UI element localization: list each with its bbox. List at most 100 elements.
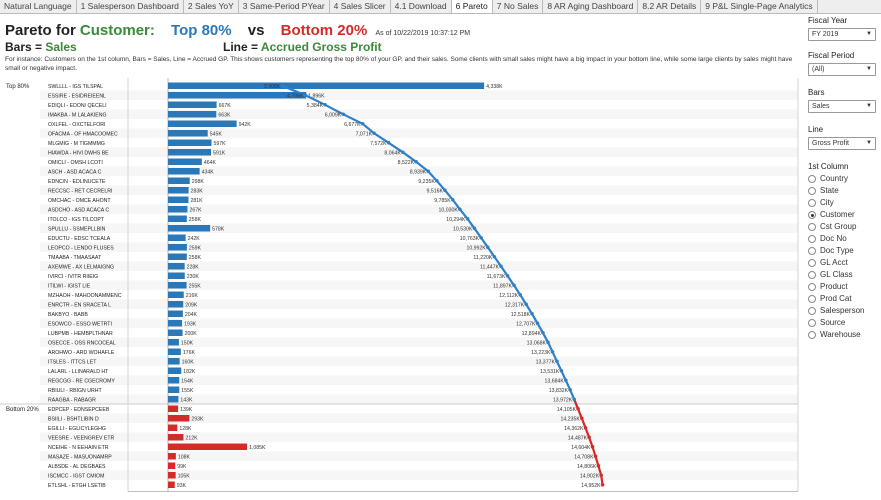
category-label: ITILWI - IGIST LIE xyxy=(48,284,91,290)
gp-point xyxy=(280,83,285,88)
radio-option-12[interactable]: Source xyxy=(808,317,881,329)
radio-option-1[interactable]: State xyxy=(808,185,881,197)
row-band xyxy=(40,166,798,176)
gp-data-label: 13,377K xyxy=(536,359,556,365)
sales-bar xyxy=(168,225,211,232)
category-label: HIAWDA - HIVI DWHS BE xyxy=(48,151,109,157)
sales-bar xyxy=(168,215,187,222)
chevron-down-icon: ▼ xyxy=(866,31,872,37)
sales-bar xyxy=(168,158,202,165)
gp-point xyxy=(341,112,346,117)
tab-1[interactable]: 1 Salesperson Dashboard xyxy=(77,0,184,13)
radio-option-8[interactable]: GL Class xyxy=(808,269,881,281)
line-measure-select[interactable]: Gross Profit ▼ xyxy=(808,137,876,150)
gp-point xyxy=(505,273,510,278)
gp-point xyxy=(499,264,503,269)
sales-data-label: 176K xyxy=(183,350,196,356)
sales-data-label: 283K xyxy=(191,189,204,195)
radio-option-11[interactable]: Salesperson xyxy=(808,305,881,317)
sales-bar xyxy=(168,367,182,374)
radio-option-0[interactable]: Country xyxy=(808,173,881,185)
gp-point xyxy=(518,292,523,297)
gp-point xyxy=(443,188,447,193)
gp-point xyxy=(587,435,591,440)
category-label: VEESRE - VEENGREV ETR xyxy=(48,436,115,442)
gp-point xyxy=(360,121,365,126)
tab-9[interactable]: 8.2 AR Details xyxy=(638,0,702,13)
category-label: RBIULI - RBIGN URHT xyxy=(48,388,102,394)
gp-data-label: 14,806K xyxy=(577,464,597,470)
gp-point xyxy=(572,397,576,402)
tab-10[interactable]: 9 P&L Single-Page Analytics xyxy=(701,0,818,13)
category-label: IVIRCI - IV/TR RIIEIG xyxy=(48,274,98,280)
gp-point xyxy=(492,254,497,259)
gp-line-bottom xyxy=(573,398,604,485)
category-label: IMAKBA - M LALAKIENG xyxy=(48,113,107,119)
gp-point xyxy=(541,330,545,335)
gp-data-label: 14,487K xyxy=(568,435,588,441)
gp-data-label: 13,832K xyxy=(549,388,569,394)
category-label: EDPCEP - EDNSEPCEEB xyxy=(48,407,110,413)
fiscal-year-select[interactable]: FY 2019 ▼ xyxy=(808,28,876,41)
tab-3[interactable]: 3 Same-Period PYear xyxy=(239,0,330,13)
radio-option-9[interactable]: Product xyxy=(808,281,881,293)
tab-7[interactable]: 7 No Sales xyxy=(493,0,544,13)
sales-data-label: 204K xyxy=(185,312,198,318)
radio-option-label: Product xyxy=(820,282,848,291)
sales-data-label: 259K xyxy=(189,246,202,252)
gp-point xyxy=(564,378,568,383)
radio-option-5[interactable]: Doc No xyxy=(808,233,881,245)
gp-point xyxy=(450,197,455,202)
radio-option-label: GL Acct xyxy=(820,258,848,267)
gp-point xyxy=(524,302,528,307)
radio-option-label: Doc No xyxy=(820,234,847,243)
gp-data-label: 12,112K xyxy=(499,293,518,299)
sales-data-label: 545K xyxy=(210,132,223,138)
title-prefix: Pareto for xyxy=(5,22,76,39)
gp-point xyxy=(580,416,584,421)
radio-option-label: Prod Cat xyxy=(820,294,852,303)
fiscal-period-select[interactable]: (All) ▼ xyxy=(808,63,876,76)
gp-point xyxy=(550,349,555,354)
tab-2[interactable]: 2 Sales YoY xyxy=(184,0,239,13)
gp-data-label: 13,531K xyxy=(540,369,560,375)
sales-data-label: 464K xyxy=(204,160,217,166)
radio-button-icon xyxy=(808,247,816,255)
sales-data-label: 1,085K xyxy=(249,445,266,451)
radio-option-6[interactable]: Doc Type xyxy=(808,245,881,257)
sales-bar xyxy=(168,377,180,384)
bars-measure-select[interactable]: Sales ▼ xyxy=(808,100,876,113)
category-label: ETLSHL - ETGH LSETIB xyxy=(48,483,106,489)
sales-bar xyxy=(168,187,189,194)
row-band xyxy=(40,394,798,404)
sales-data-label: 1,896K xyxy=(308,94,325,100)
tab-8[interactable]: 8 AR Aging Dashboard xyxy=(543,0,639,13)
tab-6[interactable]: 6 Pareto xyxy=(451,0,493,13)
tab-5[interactable]: 4.1 Download xyxy=(391,0,452,13)
sales-data-label: 182K xyxy=(183,369,196,375)
gp-data-label: 8,064K xyxy=(384,150,401,156)
row-band xyxy=(40,109,798,119)
chevron-down-icon: ▼ xyxy=(866,103,872,109)
sales-bar xyxy=(168,234,186,241)
title-top: Top 80% xyxy=(171,22,232,39)
gp-data-label: 7,071K xyxy=(356,131,373,137)
radio-option-7[interactable]: GL Acct xyxy=(808,257,881,269)
radio-option-2[interactable]: City xyxy=(808,197,881,209)
tab-0[interactable]: Natural Language xyxy=(0,0,77,13)
gp-point xyxy=(372,131,376,136)
sales-data-label: 591K xyxy=(213,151,226,157)
category-label: BAKBYO - BABB xyxy=(48,312,88,318)
gp-point xyxy=(568,387,572,392)
radio-option-13[interactable]: Warehouse xyxy=(808,329,881,341)
sales-data-label: 942K xyxy=(239,122,252,128)
gp-point xyxy=(485,245,490,250)
sales-bar xyxy=(168,481,175,488)
radio-option-4[interactable]: Cst Group xyxy=(808,221,881,233)
sales-data-label: 4,338K xyxy=(486,84,503,90)
dashboard-tab-bar: Natural Language 1 Salesperson Dashboard 2… xyxy=(0,0,881,14)
sales-data-label: 200K xyxy=(185,331,198,337)
radio-option-10[interactable]: Prod Cat xyxy=(808,293,881,305)
tab-4[interactable]: 4 Sales Slicer xyxy=(330,0,391,13)
radio-option-3[interactable]: Customer xyxy=(808,209,881,221)
